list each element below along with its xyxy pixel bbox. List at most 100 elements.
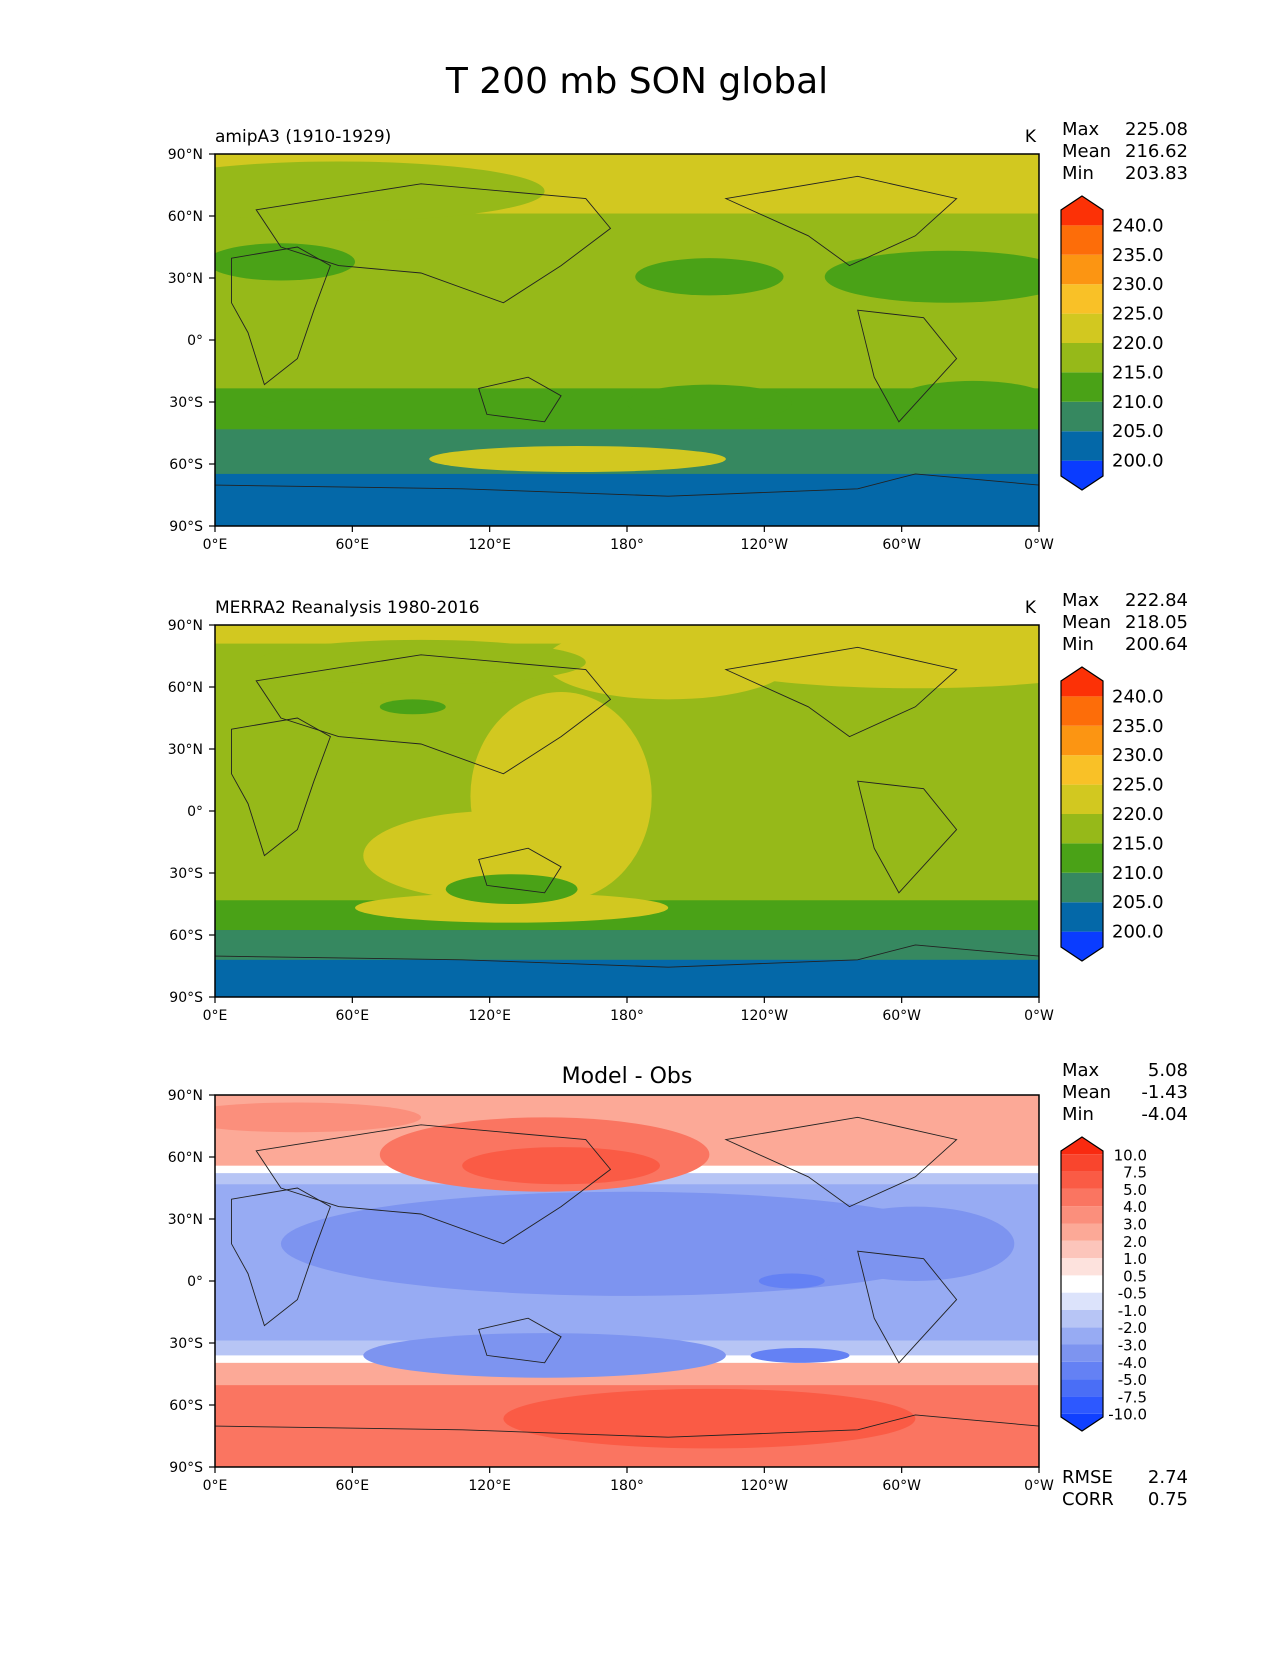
colorbar-segment	[1061, 843, 1103, 873]
lon-tick-label: 60°E	[335, 1008, 369, 1024]
lat-tick-label: 30°N	[168, 742, 203, 758]
field-region	[462, 1147, 660, 1185]
lat-tick-label: 60°N	[168, 209, 203, 225]
coastline	[214, 944, 1040, 968]
colorbar-label: 7.5	[1123, 1164, 1147, 1182]
stats-label: Max	[1062, 1060, 1100, 1081]
colorbar-segment	[1061, 1240, 1103, 1259]
stats-value: 218.05	[1125, 612, 1188, 633]
colorbar-segment	[1061, 931, 1103, 961]
colorbar-segment	[1061, 460, 1103, 490]
coastline	[214, 473, 1040, 497]
colorbar-label: 200.0	[1112, 922, 1164, 943]
stats-value: 222.84	[1125, 590, 1188, 611]
contour-field	[215, 1095, 1039, 1467]
coastline	[231, 1187, 331, 1327]
colorbar-label: 225.0	[1112, 304, 1164, 325]
coastlines	[214, 1116, 1040, 1438]
map-panel-2: 90°N 60°N 30°N 0° 30°S 60°S 90°S0°E 60°E 120°E 18…	[168, 590, 1188, 1024]
lat-tick-label: 60°S	[169, 457, 203, 473]
panel-units: K	[1025, 127, 1037, 147]
colorbar-label: 210.0	[1112, 392, 1164, 413]
colorbar-label: 0.5	[1123, 1267, 1147, 1285]
coastline	[478, 1317, 562, 1364]
colorbar-segment	[1061, 343, 1103, 373]
coastline	[857, 780, 958, 894]
colorbar-label: 235.0	[1112, 716, 1164, 737]
lat-tick-label: 90°N	[168, 618, 203, 634]
field-region	[445, 874, 578, 904]
colorbar-segment	[1061, 1275, 1103, 1293]
colorbar-label: 225.0	[1112, 775, 1164, 796]
colorbar-segment	[1061, 313, 1103, 343]
stats-label: Mean	[1062, 612, 1111, 633]
contour-field	[215, 625, 1039, 997]
colorbar-label: 5.0	[1123, 1181, 1147, 1199]
colorbar-segment	[1061, 1379, 1103, 1397]
stats-value: -4.04	[1141, 1104, 1188, 1125]
lat-tick-label: 90°N	[168, 1088, 203, 1104]
colorbar: -10.0-7.5-5.0-4.0-3.0-2.0-1.0-0.50.51.02…	[1060, 1136, 1147, 1432]
colorbar-label: -4.0	[1118, 1354, 1147, 1372]
lat-tick-label: 90°N	[168, 147, 203, 163]
colorbar-outline	[1060, 1136, 1104, 1432]
colorbar-segment	[1061, 755, 1103, 785]
colorbar-segment	[1061, 1292, 1103, 1310]
lon-tick-label: 0°W	[1024, 1478, 1054, 1494]
colorbar-segment	[1061, 401, 1103, 432]
lat-tick-label: 0°	[187, 804, 203, 820]
colorbar-segment	[1061, 1206, 1103, 1224]
metric-label: RMSE	[1062, 1467, 1113, 1488]
stats-label: Max	[1062, 119, 1100, 140]
colorbar: 200.0 205.0 210.0 215.0 220.0 225.0 230.0 235.0…	[1060, 666, 1164, 962]
field-region	[816, 1206, 1015, 1282]
colorbar-label: 215.0	[1112, 362, 1164, 383]
colorbar-segment	[1061, 225, 1103, 255]
stats-block: Max 222.84 Mean 218.05 Min 200.64	[1062, 590, 1188, 655]
colorbar-label: 235.0	[1112, 245, 1164, 266]
colorbar-label: -0.5	[1118, 1285, 1147, 1303]
field-region	[627, 384, 792, 422]
stats-block: Max 225.08 Mean 216.62 Min 203.83	[1062, 119, 1188, 184]
coastlines	[214, 646, 1040, 968]
colorbar-segment	[1061, 1258, 1103, 1276]
field-region	[758, 1273, 825, 1289]
lat-tick-label: 60°S	[169, 928, 203, 944]
lon-tick-label: 180°	[610, 537, 644, 553]
colorbar-segment	[1061, 1413, 1103, 1431]
stats-label: Mean	[1062, 1082, 1111, 1103]
colorbar-label: 4.0	[1123, 1198, 1147, 1216]
lon-tick-label: 0°E	[203, 537, 228, 553]
stats-value: 203.83	[1125, 163, 1188, 184]
lat-tick-label: 0°	[187, 333, 203, 349]
coastline	[724, 646, 958, 738]
colorbar-segment	[1061, 1309, 1103, 1328]
field-region	[750, 1347, 850, 1363]
colorbar-label: 230.0	[1112, 274, 1164, 295]
colorbar-segment	[1061, 1171, 1103, 1189]
colorbar-segment	[1061, 372, 1103, 402]
colorbar-label: -3.0	[1118, 1337, 1147, 1355]
coastlines	[214, 175, 1040, 497]
stats-value: 216.62	[1125, 141, 1188, 162]
metric-label: CORR	[1062, 1489, 1114, 1510]
metric-value: 2.74	[1148, 1467, 1188, 1488]
panel-title: MERRA2 Reanalysis 1980-2016	[215, 598, 480, 618]
colorbar-label: 220.0	[1112, 333, 1164, 354]
lon-tick-label: 60°W	[882, 1008, 921, 1024]
colorbar-outline	[1060, 666, 1104, 962]
stats-label: Min	[1062, 163, 1094, 184]
lon-tick-label: 0°E	[203, 1008, 228, 1024]
lon-tick-label: 120°E	[468, 1008, 511, 1024]
field-region	[824, 250, 1039, 303]
colorbar-label: 200.0	[1112, 451, 1164, 472]
lon-tick-label: 120°E	[468, 537, 511, 553]
colorbar-segment	[1061, 1396, 1103, 1414]
colorbar-segment	[1061, 1327, 1103, 1345]
colorbar-segment	[1061, 902, 1103, 932]
lon-tick-label: 120°E	[468, 1478, 511, 1494]
field-region	[256, 399, 372, 422]
stats-label: Min	[1062, 1104, 1094, 1125]
colorbar-label: -5.0	[1118, 1371, 1147, 1389]
